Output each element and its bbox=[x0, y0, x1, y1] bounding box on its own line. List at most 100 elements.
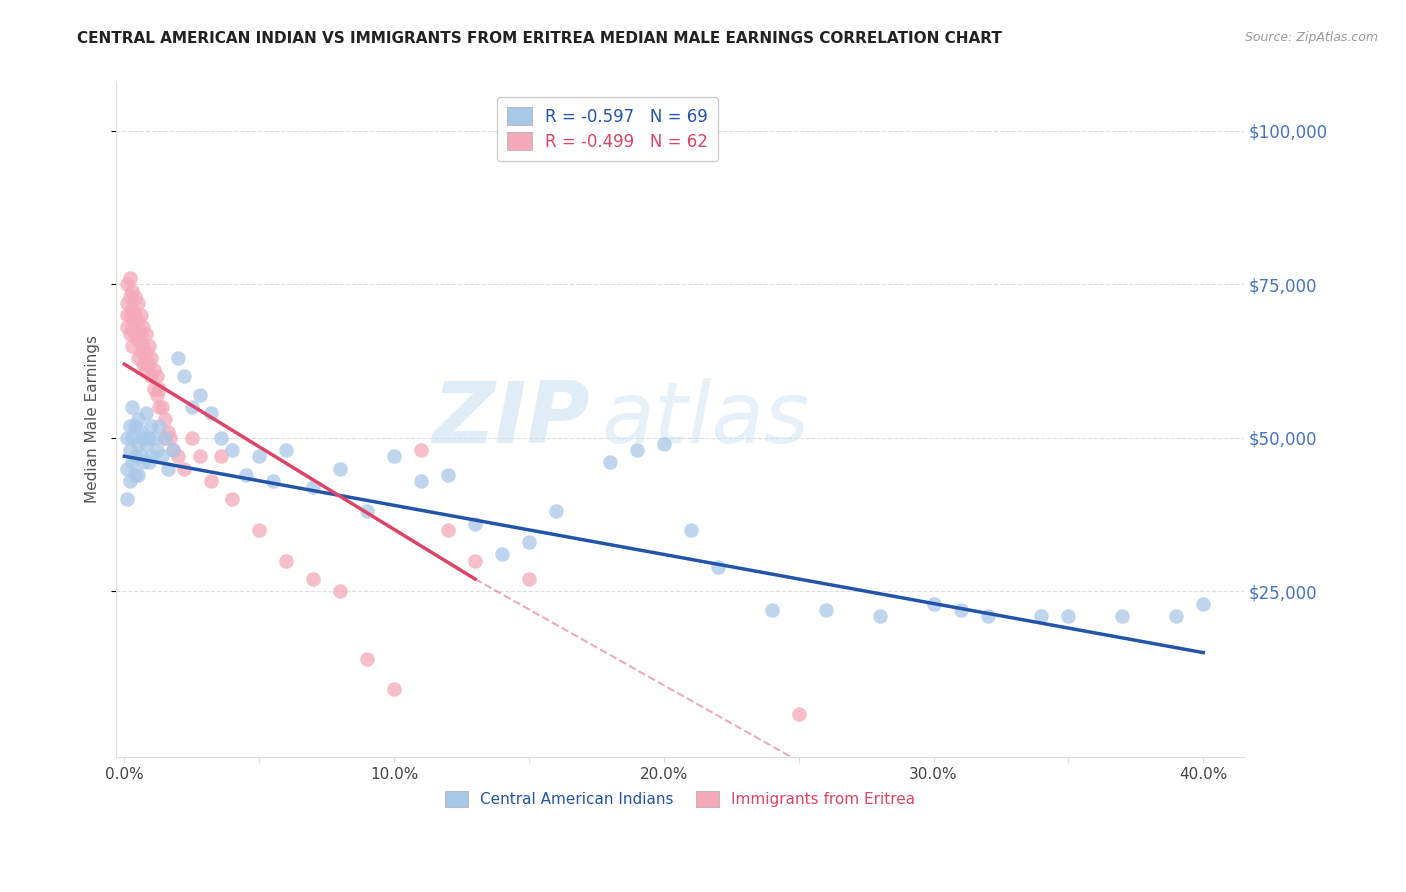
Point bbox=[356, 652, 378, 666]
Point bbox=[517, 572, 540, 586]
Point bbox=[118, 326, 141, 341]
Point bbox=[129, 326, 152, 341]
Point bbox=[153, 431, 176, 445]
Point bbox=[156, 425, 179, 439]
Point bbox=[138, 357, 160, 371]
Point bbox=[121, 320, 143, 334]
Point bbox=[145, 369, 167, 384]
Point bbox=[356, 504, 378, 518]
Point bbox=[180, 400, 202, 414]
Point bbox=[115, 308, 138, 322]
Point bbox=[626, 443, 648, 458]
Point bbox=[464, 516, 486, 531]
Point bbox=[121, 339, 143, 353]
Point bbox=[276, 443, 298, 458]
Legend: Central American Indians, Immigrants from Eritrea: Central American Indians, Immigrants fro… bbox=[439, 785, 921, 814]
Point bbox=[329, 461, 352, 475]
Point bbox=[464, 553, 486, 567]
Point bbox=[145, 388, 167, 402]
Point bbox=[141, 449, 163, 463]
Point bbox=[124, 326, 146, 341]
Point bbox=[173, 369, 195, 384]
Point bbox=[211, 449, 233, 463]
Point bbox=[141, 369, 163, 384]
Point bbox=[115, 461, 138, 475]
Point bbox=[491, 548, 513, 562]
Point bbox=[135, 326, 157, 341]
Point bbox=[1031, 608, 1053, 623]
Point bbox=[138, 455, 160, 469]
Point bbox=[148, 382, 170, 396]
Point bbox=[129, 425, 152, 439]
Point bbox=[679, 523, 702, 537]
Point bbox=[121, 284, 143, 298]
Point bbox=[141, 418, 163, 433]
Point bbox=[115, 431, 138, 445]
Point bbox=[132, 455, 155, 469]
Point bbox=[156, 461, 179, 475]
Point bbox=[162, 443, 184, 458]
Point bbox=[814, 602, 837, 616]
Point bbox=[707, 559, 730, 574]
Point bbox=[143, 431, 166, 445]
Point bbox=[118, 474, 141, 488]
Point bbox=[124, 449, 146, 463]
Point bbox=[1192, 597, 1215, 611]
Point bbox=[787, 706, 810, 721]
Point bbox=[221, 443, 243, 458]
Point bbox=[132, 320, 155, 334]
Point bbox=[138, 431, 160, 445]
Point bbox=[121, 455, 143, 469]
Point bbox=[148, 400, 170, 414]
Point bbox=[135, 363, 157, 377]
Point bbox=[1166, 608, 1188, 623]
Point bbox=[262, 474, 284, 488]
Point bbox=[124, 308, 146, 322]
Text: Source: ZipAtlas.com: Source: ZipAtlas.com bbox=[1244, 31, 1378, 45]
Y-axis label: Median Male Earnings: Median Male Earnings bbox=[86, 335, 100, 503]
Point bbox=[247, 449, 270, 463]
Point bbox=[302, 572, 325, 586]
Point bbox=[221, 492, 243, 507]
Point bbox=[437, 467, 460, 482]
Point bbox=[153, 412, 176, 426]
Point bbox=[949, 602, 972, 616]
Point bbox=[235, 467, 257, 482]
Point bbox=[135, 406, 157, 420]
Point bbox=[127, 467, 149, 482]
Point bbox=[143, 382, 166, 396]
Point bbox=[869, 608, 891, 623]
Point bbox=[437, 523, 460, 537]
Point bbox=[382, 682, 405, 697]
Point bbox=[148, 418, 170, 433]
Point bbox=[200, 474, 222, 488]
Point bbox=[135, 345, 157, 359]
Point bbox=[118, 308, 141, 322]
Point bbox=[115, 295, 138, 310]
Point bbox=[1057, 608, 1080, 623]
Point bbox=[132, 357, 155, 371]
Point bbox=[124, 467, 146, 482]
Point bbox=[200, 406, 222, 420]
Point bbox=[188, 449, 211, 463]
Point bbox=[276, 553, 298, 567]
Point bbox=[180, 431, 202, 445]
Point bbox=[143, 363, 166, 377]
Point bbox=[135, 437, 157, 451]
Point bbox=[409, 443, 432, 458]
Point bbox=[211, 431, 233, 445]
Point bbox=[167, 351, 190, 365]
Point bbox=[127, 333, 149, 347]
Point bbox=[127, 351, 149, 365]
Point bbox=[127, 437, 149, 451]
Text: atlas: atlas bbox=[602, 378, 808, 461]
Point bbox=[129, 345, 152, 359]
Point bbox=[118, 418, 141, 433]
Point bbox=[167, 449, 190, 463]
Point bbox=[129, 308, 152, 322]
Point bbox=[382, 449, 405, 463]
Point bbox=[173, 461, 195, 475]
Point bbox=[124, 418, 146, 433]
Point bbox=[188, 388, 211, 402]
Point bbox=[145, 443, 167, 458]
